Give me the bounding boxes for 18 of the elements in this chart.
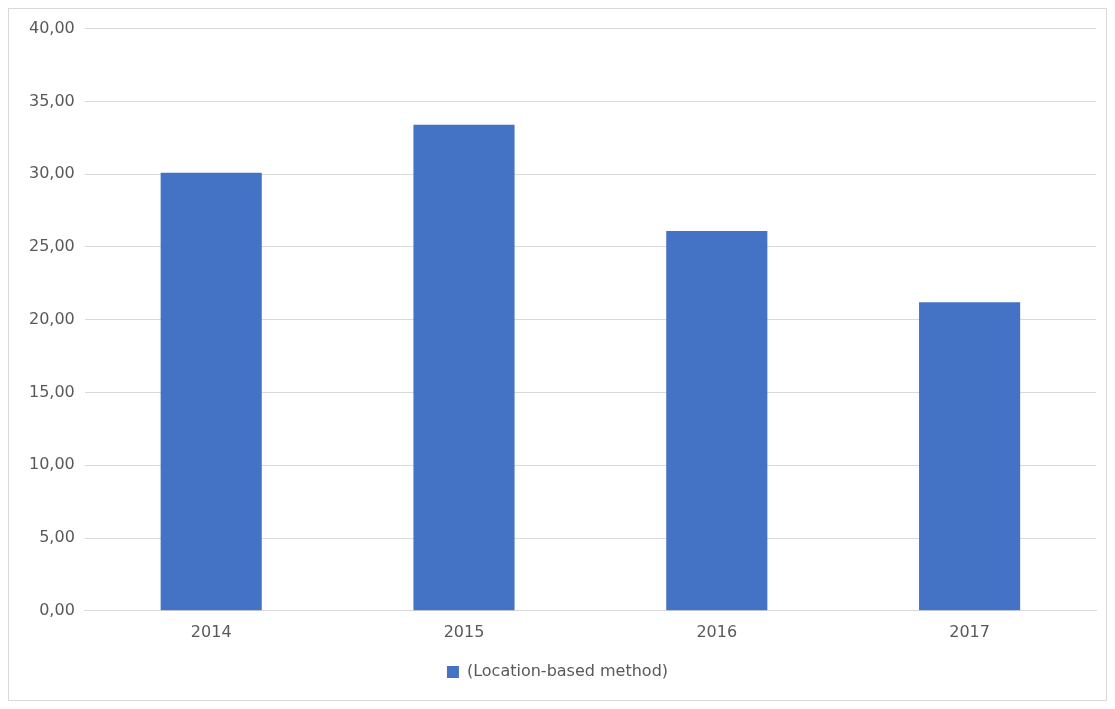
y-tick-label: 35,00	[28, 90, 75, 110]
y-tick-label: 15,00	[28, 381, 75, 401]
y-tick-label: 30,00	[28, 163, 75, 183]
x-tick-label: 2014	[190, 621, 232, 641]
bar	[666, 230, 768, 611]
bar	[919, 302, 1021, 611]
x-tick-label: 2016	[696, 621, 738, 641]
x-tick-label: 2017	[949, 621, 990, 641]
y-tick-label: 10,00	[28, 454, 75, 474]
legend-label: (Location-based method)	[466, 661, 669, 681]
y-tick-label: 20,00	[28, 308, 75, 328]
y-tick-label: 0,00	[39, 599, 75, 619]
bar	[160, 172, 262, 611]
y-tick-label: 5,00	[39, 527, 75, 547]
y-tick-label: 25,00	[28, 236, 75, 256]
x-tick-label: 2015	[443, 621, 485, 641]
bar	[413, 124, 515, 611]
y-tick-label: 40,00	[28, 17, 75, 37]
